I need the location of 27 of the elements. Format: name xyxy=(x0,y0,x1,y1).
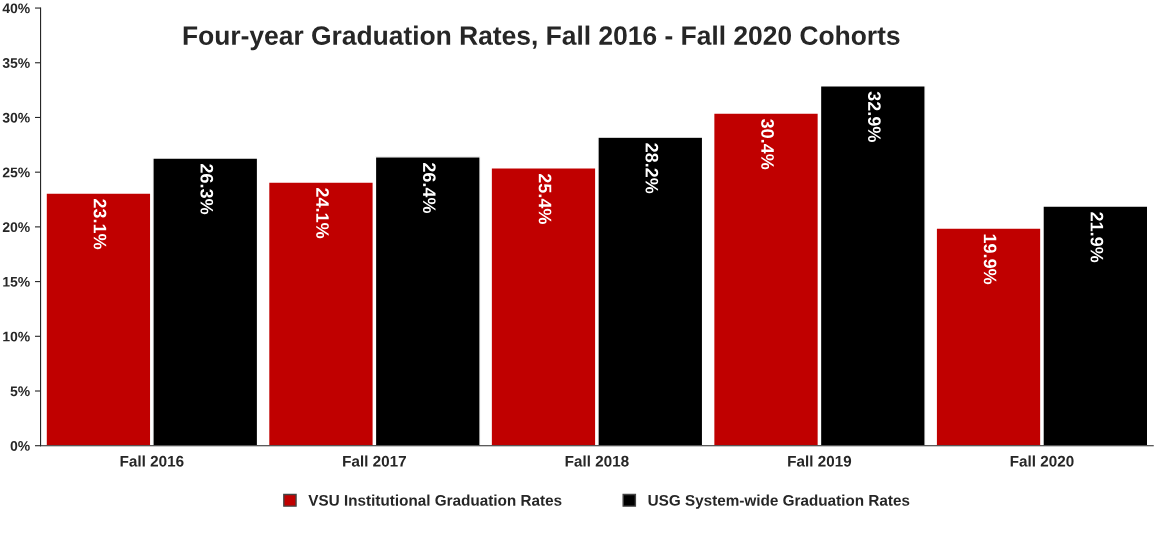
data-label: 24.1% xyxy=(316,188,329,239)
legend-label: USG System-wide Graduation Rates xyxy=(648,494,910,509)
data-label: 19.9% xyxy=(983,234,997,285)
data-label: 21.9% xyxy=(1090,212,1104,263)
y-tick-label: 5% xyxy=(10,386,30,397)
data-label: 30.4% xyxy=(761,118,774,170)
y-tick-label: 40% xyxy=(2,3,30,14)
text: Four-year Graduation Rates, Fall 2016 - Fall 2020 Cohorts xyxy=(183,25,900,51)
data-label: 32.9% xyxy=(867,91,881,142)
y-tick-label: 10% xyxy=(3,331,30,342)
data-label: 25.4% xyxy=(538,173,552,224)
y-tick-label: 20% xyxy=(2,222,30,233)
y-tick-label: 15% xyxy=(3,276,30,287)
y-tick-label: 35% xyxy=(2,58,30,68)
data-label: 28.2% xyxy=(645,143,659,194)
legend-label: VSU Institutional Graduation Rates xyxy=(308,494,562,506)
data-label: 26.4% xyxy=(422,162,436,214)
y-tick-label: 25% xyxy=(2,167,30,178)
x-tick-label: Fall 2018 xyxy=(565,455,629,467)
data-label: 26.3% xyxy=(200,164,214,215)
data-label: 23.1% xyxy=(93,199,107,250)
x-tick-label: Fall 2017 xyxy=(343,455,406,467)
x-tick-label: Fall 2019 xyxy=(788,455,852,467)
x-tick-label: Fall 2020 xyxy=(1010,455,1074,467)
y-tick-label: 0% xyxy=(10,441,30,451)
y-tick-label: 30% xyxy=(2,112,30,123)
x-tick-label: Fall 2016 xyxy=(120,455,184,467)
